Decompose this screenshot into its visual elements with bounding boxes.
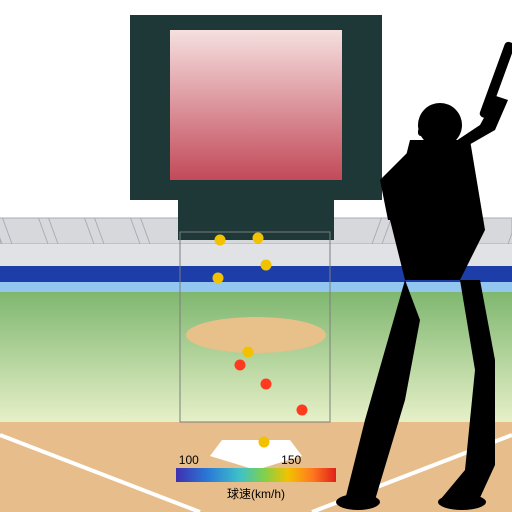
pitch-marker (297, 405, 308, 416)
chart-canvas: 100 150 球速(km/h) (0, 0, 512, 512)
pitch-marker (261, 379, 272, 390)
stadium-wall-lightblue (0, 282, 512, 292)
pitch-marker (235, 360, 246, 371)
scoreboard-screen (170, 30, 342, 180)
legend-tick-label: 100 (179, 453, 199, 467)
pitchers-mound (186, 317, 326, 353)
legend-colorbar (176, 468, 336, 482)
pitch-location-chart: 100 150 球速(km/h) (0, 0, 512, 512)
legend-tick-label: 150 (281, 453, 301, 467)
pitch-marker (243, 347, 254, 358)
outfield-grass (0, 292, 512, 422)
pitch-marker (253, 233, 264, 244)
pitch-marker (261, 260, 272, 271)
pitch-marker (213, 273, 224, 284)
legend-axis-label: 球速(km/h) (227, 487, 285, 501)
pitch-marker (215, 235, 226, 246)
pitch-marker (259, 437, 270, 448)
